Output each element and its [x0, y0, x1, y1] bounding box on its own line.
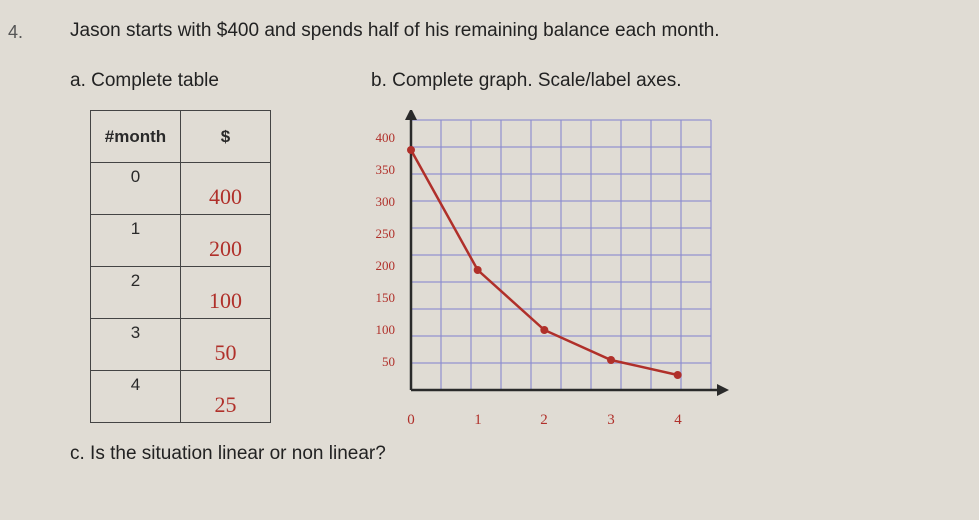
- header-dollar: $: [181, 111, 271, 163]
- cell-month: 2: [91, 267, 181, 319]
- table-row: 2 100: [91, 267, 271, 319]
- ytick: 150: [365, 290, 395, 306]
- data-table: #month $ 0 400 1 200 2 100 3 50 4 25: [90, 110, 271, 423]
- ytick: 200: [365, 258, 395, 274]
- cell-value: 100: [181, 267, 271, 319]
- chart-svg: [371, 110, 731, 410]
- table-row: 1 200: [91, 215, 271, 267]
- ytick: 400: [365, 130, 395, 146]
- cell-month: 1: [91, 215, 181, 267]
- ytick: 100: [365, 322, 395, 338]
- xtick: 3: [607, 412, 615, 429]
- xtick: 0: [407, 412, 415, 429]
- xtick: 2: [540, 412, 548, 429]
- ytick: 350: [365, 162, 395, 178]
- part-b-label: b. Complete graph. Scale/label axes.: [371, 70, 731, 92]
- cell-value: 200: [181, 215, 271, 267]
- part-a-section: a. Complete table #month $ 0 400 1 200 2…: [70, 70, 271, 423]
- cell-value: 50: [181, 319, 271, 371]
- ytick: 50: [365, 354, 395, 370]
- part-a-label: a. Complete table: [70, 70, 271, 92]
- xtick: 4: [674, 412, 682, 429]
- cell-month: 3: [91, 319, 181, 371]
- ytick: 300: [365, 194, 395, 210]
- cell-value: 400: [181, 163, 271, 215]
- question-number: 4.: [8, 22, 23, 43]
- cell-value: 25: [181, 371, 271, 423]
- question-prompt: Jason starts with $400 and spends half o…: [70, 20, 939, 42]
- cell-month: 4: [91, 371, 181, 423]
- chart-container: 400 350 300 250 200 150 100 50 0 1 2 3 4: [371, 110, 731, 410]
- table-row: 4 25: [91, 371, 271, 423]
- y-axis-labels: 400 350 300 250 200 150 100 50: [365, 130, 395, 370]
- xtick: 1: [474, 412, 482, 429]
- table-row: 3 50: [91, 319, 271, 371]
- header-month: #month: [91, 111, 181, 163]
- cell-month: 0: [91, 163, 181, 215]
- ytick: 250: [365, 226, 395, 242]
- part-c-label: c. Is the situation linear or non linear…: [70, 443, 939, 465]
- part-b-section: b. Complete graph. Scale/label axes. 400…: [371, 70, 731, 423]
- table-row: 0 400: [91, 163, 271, 215]
